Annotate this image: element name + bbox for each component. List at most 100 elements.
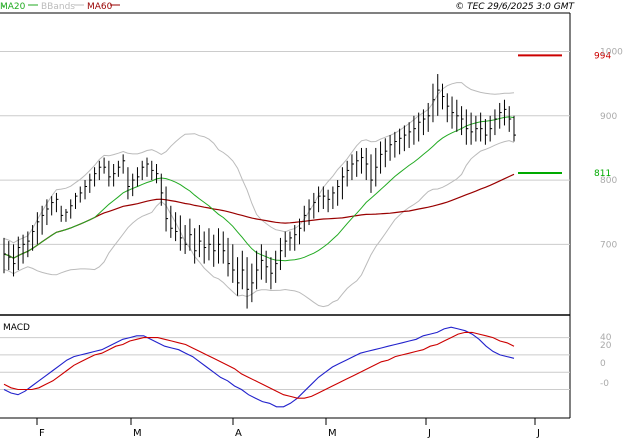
legend-bbands: BBands bbox=[41, 2, 75, 12]
x-tick-label: F bbox=[39, 428, 45, 439]
price-bar bbox=[384, 138, 388, 168]
price-bar bbox=[284, 231, 288, 258]
credit-text: © TEC 29/6/2025 3:0 GMT bbox=[455, 2, 575, 12]
price-bar bbox=[41, 205, 45, 235]
price-bar bbox=[503, 99, 507, 126]
y-tick-label: 800 bbox=[600, 176, 617, 186]
price-bar bbox=[279, 237, 283, 271]
signal-line bbox=[3, 331, 515, 399]
price-bar bbox=[260, 244, 264, 280]
price-bar bbox=[237, 257, 240, 296]
price-bar bbox=[132, 173, 135, 197]
y-tick-label: 1000 bbox=[600, 48, 623, 58]
price-bar bbox=[308, 199, 312, 226]
price-bar bbox=[241, 250, 245, 290]
price-bar bbox=[32, 225, 35, 251]
ma20-line bbox=[3, 116, 515, 262]
price-bar bbox=[513, 115, 516, 142]
price-bar bbox=[51, 196, 54, 216]
price-bar bbox=[94, 167, 97, 187]
price-bar bbox=[79, 186, 83, 203]
price-bar bbox=[508, 106, 512, 132]
price-bar bbox=[113, 164, 116, 187]
price-bar bbox=[8, 241, 11, 271]
price-bar bbox=[322, 186, 326, 209]
price-bar bbox=[84, 180, 88, 200]
price-bar bbox=[251, 263, 254, 303]
price-bar bbox=[375, 147, 378, 187]
x-tick-label: M bbox=[328, 428, 337, 439]
price-bar bbox=[127, 167, 130, 200]
price-bar bbox=[246, 257, 250, 309]
price-bar bbox=[165, 186, 169, 232]
price-bar bbox=[313, 192, 316, 219]
price-bar bbox=[437, 74, 440, 116]
macd-line bbox=[3, 326, 515, 408]
price-bar bbox=[432, 83, 435, 123]
price-bar bbox=[13, 244, 16, 277]
price-bar bbox=[303, 205, 307, 232]
price-bar bbox=[346, 160, 350, 187]
price-bar bbox=[175, 212, 178, 242]
x-tick-label: A bbox=[235, 428, 242, 439]
price-bar bbox=[146, 157, 149, 177]
price-bar bbox=[27, 231, 30, 258]
price-bar bbox=[289, 231, 292, 251]
price-bar bbox=[446, 93, 450, 123]
price-bar bbox=[351, 154, 354, 181]
price-bar bbox=[394, 131, 397, 158]
x-tick-label: M bbox=[133, 428, 142, 439]
price-bar bbox=[184, 225, 188, 254]
price-bar bbox=[337, 180, 340, 206]
price-bar bbox=[461, 106, 464, 136]
price-bar bbox=[451, 96, 455, 129]
price-bar bbox=[46, 199, 49, 226]
price-bar bbox=[3, 237, 6, 274]
price-bar bbox=[117, 160, 121, 177]
price-bar bbox=[299, 218, 302, 245]
price-bar bbox=[422, 109, 426, 136]
price-bar bbox=[232, 244, 235, 283]
price-bar bbox=[98, 160, 102, 181]
price-bar bbox=[475, 115, 478, 142]
price-bar bbox=[442, 83, 445, 110]
price-bar bbox=[141, 160, 145, 181]
price-bar bbox=[213, 234, 216, 267]
bband-upper bbox=[3, 82, 515, 244]
macd-y-tick-label: -0 bbox=[600, 379, 609, 389]
price-bar bbox=[55, 192, 59, 213]
price-bar bbox=[327, 189, 331, 213]
price-bar bbox=[389, 135, 393, 161]
price-bar bbox=[22, 234, 26, 264]
x-tick-label: J bbox=[536, 428, 540, 439]
price-bar bbox=[403, 125, 407, 152]
legend-ma20: MA20 bbox=[0, 2, 26, 12]
price-bar bbox=[356, 151, 359, 177]
price-bar bbox=[160, 173, 164, 206]
price-bar bbox=[103, 157, 107, 174]
macd-y-tick-label: 0 bbox=[600, 359, 606, 369]
price-bar bbox=[198, 225, 202, 258]
macd-panel-label: MACD bbox=[3, 323, 30, 333]
price-bar bbox=[365, 147, 369, 181]
price-bar bbox=[470, 112, 474, 145]
y-tick-label: 700 bbox=[600, 240, 617, 250]
price-bar bbox=[318, 186, 321, 213]
price-bar bbox=[60, 205, 64, 222]
price-bar bbox=[227, 237, 231, 277]
price-bar bbox=[136, 167, 140, 187]
support-level-label: 811 bbox=[594, 169, 611, 179]
price-bar bbox=[17, 236, 21, 271]
price-bar bbox=[256, 250, 259, 290]
price-bar bbox=[427, 102, 431, 132]
price-bar bbox=[36, 212, 40, 245]
price-bar bbox=[399, 128, 402, 155]
price-bar bbox=[122, 154, 126, 174]
price-bar bbox=[418, 112, 421, 142]
price-bar bbox=[170, 205, 173, 238]
resistance-level-label: 994 bbox=[594, 51, 611, 61]
y-tick-label: 900 bbox=[600, 112, 617, 122]
price-bar bbox=[222, 231, 226, 264]
